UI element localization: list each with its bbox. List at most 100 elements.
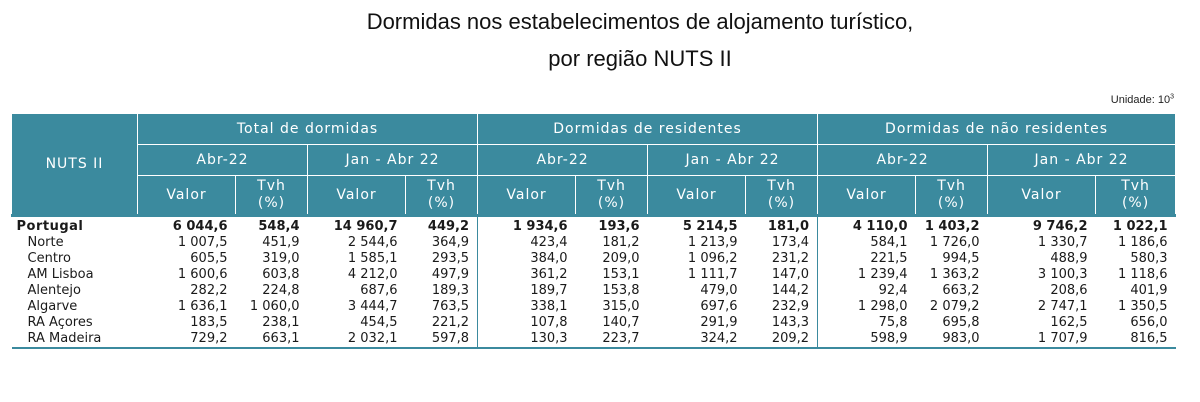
cell-tvh: 153,1 <box>602 267 640 282</box>
cell-tvh: 1 350,5 <box>1117 299 1168 314</box>
table-header: NUTS II Total de dormidas Dormidas de re… <box>11 113 1177 216</box>
cell-tvh: 816,5 <box>1095 331 1176 349</box>
header-tvh-label: Tvh <box>427 178 456 194</box>
cell-valor: 1 585,1 <box>347 251 398 266</box>
cell-tvh: 603,8 <box>262 267 300 282</box>
table-title-line1: Dormidas nos estabelecimentos de alojame… <box>366 9 914 34</box>
cell-valor: 479,0 <box>700 283 738 298</box>
header-tvh-unit: (%) <box>427 195 456 211</box>
cell-tvh: 580,3 <box>1130 251 1168 266</box>
cell-valor: 282,2 <box>190 283 228 298</box>
cell-valor: 5 214,5 <box>647 214 746 235</box>
cell-tvh: 497,9 <box>431 267 470 282</box>
data-table: NUTS II Total de dormidas Dormidas de re… <box>11 113 1177 349</box>
header-nuts: NUTS II <box>11 113 138 216</box>
cell-tvh: 763,5 <box>431 299 470 314</box>
cell-valor: 183,5 <box>190 315 228 330</box>
header-tvh: Tvh (%) <box>404 175 479 216</box>
cell-tvh: 209,2 <box>745 331 818 349</box>
cell-tvh: 1 060,0 <box>249 299 300 314</box>
header-tvh: Tvh (%) <box>745 175 819 216</box>
unit-label: Unidade: 103 <box>1110 93 1174 106</box>
cell-valor: 2 747,1 <box>1037 299 1088 314</box>
cell-valor: 14 960,7 <box>307 214 406 235</box>
header-period-month: Abr-22 <box>137 144 308 176</box>
cell-tvh: 153,8 <box>602 283 640 298</box>
header-valor: Valor <box>817 175 917 216</box>
region-name: AM Lisboa <box>27 267 94 282</box>
cell-valor: 3 100,3 <box>1037 267 1088 282</box>
cell-valor: 6 044,6 <box>137 214 236 235</box>
header-tvh: Tvh (%) <box>915 175 989 216</box>
cell-tvh: 364,9 <box>431 235 470 250</box>
cell-valor: 2 544,6 <box>347 235 398 250</box>
cell-valor: 9 746,2 <box>987 214 1096 235</box>
cell-valor: 1 600,6 <box>177 267 228 282</box>
header-tvh-unit: (%) <box>767 195 796 211</box>
header-period-ytd: Jan - Abr 22 <box>987 144 1177 176</box>
header-tvh-label: Tvh <box>767 178 796 194</box>
cell-tvh: 656,0 <box>1130 315 1168 330</box>
table-row: Alentejo 282,2 224,8 687,6 189,3 189,7 153,8 47… <box>12 283 1176 299</box>
cell-valor: 584,1 <box>817 235 916 251</box>
cell-tvh: 293,5 <box>431 251 470 266</box>
header-tvh-label: Tvh <box>597 178 626 194</box>
cell-tvh: 224,8 <box>262 283 300 298</box>
cell-tvh: 181,2 <box>602 235 640 250</box>
header-tvh-unit: (%) <box>937 195 966 211</box>
cell-valor: 1 239,4 <box>817 267 916 283</box>
region-name: RA Açores <box>27 315 93 330</box>
header-valor: Valor <box>647 175 747 216</box>
unit-exponent: 3 <box>1170 93 1174 101</box>
cell-valor: 697,6 <box>700 299 738 314</box>
header-period-month: Abr-22 <box>477 144 649 176</box>
header-valor: Valor <box>477 175 577 216</box>
header-period-ytd: Jan - Abr 22 <box>647 144 819 176</box>
cell-valor: 130,3 <box>477 331 576 349</box>
table-row: Algarve 1 636,1 1 060,0 3 444,7 763,5 338,1 31… <box>12 299 1176 315</box>
header-valor: Valor <box>137 175 236 216</box>
cell-tvh: 548,4 <box>235 214 308 235</box>
table-row: Norte 1 007,5 451,9 2 544,6 364,9 423,4 181,2 1… <box>12 235 1176 251</box>
cell-valor: 1 707,9 <box>987 331 1096 349</box>
table-row: RA Açores 183,5 238,1 454,5 221,2 107,8 140,7 2… <box>12 315 1176 331</box>
header-tvh: Tvh (%) <box>235 175 308 216</box>
header-valor: Valor <box>307 175 406 216</box>
cell-tvh: 231,2 <box>771 251 810 266</box>
cell-valor: 221,5 <box>817 251 916 267</box>
cell-tvh: 1 403,2 <box>915 214 988 235</box>
cell-valor: 488,9 <box>1050 251 1088 266</box>
cell-tvh: 663,2 <box>942 283 980 298</box>
header-group-nonresidents: Dormidas de não residentes <box>817 113 1177 145</box>
header-period-month: Abr-22 <box>817 144 989 176</box>
cell-valor: 1 096,2 <box>687 251 738 266</box>
cell-tvh: 2 079,2 <box>929 299 980 314</box>
cell-valor: 162,5 <box>1050 315 1088 330</box>
region-name: Centro <box>27 251 71 266</box>
cell-valor: 1 330,7 <box>1037 235 1088 250</box>
cell-valor: 687,6 <box>360 283 398 298</box>
unit-label-text: Unidade: 10 <box>1110 94 1171 106</box>
cell-tvh: 695,8 <box>942 315 980 330</box>
header-group-total: Total de dormidas <box>136 113 479 145</box>
header-group-residents: Dormidas de residentes <box>477 113 819 145</box>
cell-tvh: 597,8 <box>405 331 478 349</box>
header-tvh-label: Tvh <box>1121 178 1150 194</box>
region-name: Portugal <box>11 214 138 235</box>
cell-valor: 75,8 <box>817 315 916 331</box>
header-tvh-label: Tvh <box>937 178 966 194</box>
cell-valor: 729,2 <box>137 331 236 349</box>
cell-tvh: 221,2 <box>431 315 470 330</box>
cell-valor: 454,5 <box>360 315 398 330</box>
cell-tvh: 232,9 <box>771 299 810 314</box>
cell-valor: 1 636,1 <box>177 299 228 314</box>
table-row: AM Lisboa 1 600,6 603,8 4 212,0 497,9 361,2 15… <box>12 267 1176 283</box>
cell-tvh: 401,9 <box>1130 283 1168 298</box>
region-name: Alentejo <box>27 283 81 298</box>
cell-tvh: 1 363,2 <box>929 267 980 282</box>
table-row: RA Madeira 729,2 663,1 2 032,1 597,8 130,3 223… <box>11 331 1176 349</box>
cell-valor: 2 032,1 <box>307 331 406 349</box>
table-row-total: Portugal 6 044,6 548,4 14 960,7 449,2 1 934,6… <box>11 214 1176 235</box>
header-tvh-unit: (%) <box>257 195 286 211</box>
cell-tvh: 319,0 <box>262 251 300 266</box>
